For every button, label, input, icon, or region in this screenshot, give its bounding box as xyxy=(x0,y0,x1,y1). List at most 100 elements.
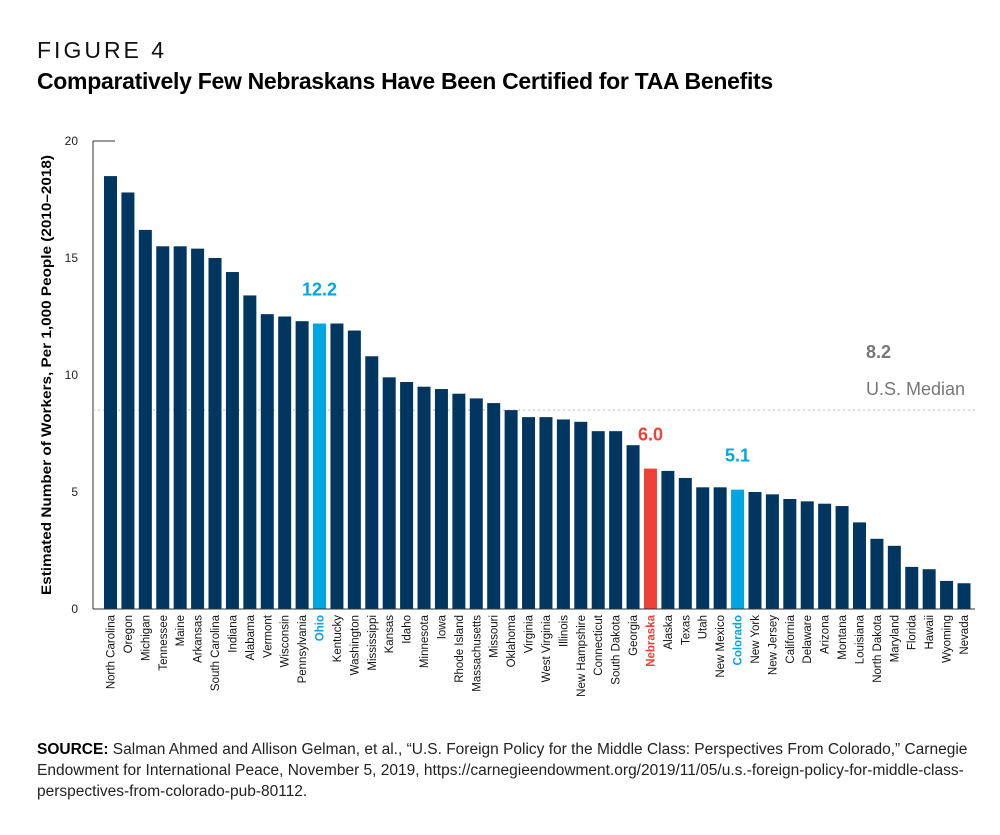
bar-oregon xyxy=(121,192,135,610)
x-tick-label: Florida xyxy=(907,614,919,650)
x-tick-label: Wyoming xyxy=(942,615,954,663)
x-tick-label: Kentucky xyxy=(332,615,344,663)
x-tick-label: Hawaii xyxy=(924,615,936,650)
x-tick-label: Arkansas xyxy=(193,615,205,663)
x-tick-label: Kansas xyxy=(384,615,396,654)
bar-louisiana xyxy=(852,522,866,609)
chart-title: Comparatively Few Nebraskans Have Been C… xyxy=(37,68,773,94)
x-tick-label: Maine xyxy=(175,615,187,646)
x-tick-label: North Carolina xyxy=(106,614,118,689)
bar-utah xyxy=(696,487,710,609)
x-tick-label: Wisconsin xyxy=(280,615,292,667)
x-tick-label: South Carolina xyxy=(210,614,222,691)
bar-indiana xyxy=(225,272,239,609)
x-tick-label: Idaho xyxy=(402,615,414,644)
bar-montana xyxy=(835,506,849,609)
bar-new-jersey xyxy=(765,494,779,609)
x-tick-label: South Dakota xyxy=(611,614,623,684)
bar-ohio xyxy=(313,323,327,609)
figure-label: FIGURE 4 xyxy=(37,37,168,63)
source-label: SOURCE: xyxy=(37,741,109,758)
bar-arizona xyxy=(818,503,832,609)
x-tick-label: Iowa xyxy=(436,614,448,639)
bar-delaware xyxy=(800,501,814,609)
bar-connecticut xyxy=(591,431,605,609)
x-tick-label: Oklahoma xyxy=(506,614,518,667)
x-tick-label: Georgia xyxy=(628,614,640,656)
y-axis-label: Estimated Number of Workers, Per 1,000 P… xyxy=(39,155,54,595)
bar-iowa xyxy=(434,389,448,609)
bar-hawaii xyxy=(922,569,936,609)
data-label-nebraska: 6.0 xyxy=(638,425,663,445)
x-tick-label: Oregon xyxy=(123,615,135,653)
x-tick-label: Missouri xyxy=(489,615,501,658)
source-note: SOURCE: Salman Ahmed and Allison Gelman,… xyxy=(37,739,977,802)
x-tick-label: Nevada xyxy=(959,614,971,654)
x-tick-label: Illinois xyxy=(558,615,570,647)
x-tick-label: Connecticut xyxy=(593,614,605,676)
bar-virginia xyxy=(522,417,536,609)
data-label-ohio: 12.2 xyxy=(302,280,337,300)
bar-vermont xyxy=(260,314,274,609)
y-tick-label: 0 xyxy=(71,602,78,616)
bar-oklahoma xyxy=(504,410,518,609)
x-tick-label: Washington xyxy=(349,615,361,675)
x-tick-label: California xyxy=(785,614,797,663)
bar-wyoming xyxy=(940,580,954,609)
bar-pennsylvania xyxy=(295,321,309,609)
bar-minnesota xyxy=(417,386,431,609)
x-tick-label: Alaska xyxy=(663,614,675,649)
bar-new-york xyxy=(748,492,762,609)
bar-kansas xyxy=(382,377,396,609)
bar-new-hampshire xyxy=(574,421,588,609)
y-tick-label: 15 xyxy=(65,251,79,265)
y-tick-label: 5 xyxy=(71,485,78,499)
bar-idaho xyxy=(400,382,414,609)
bar-north-dakota xyxy=(870,538,884,609)
bar-rhode-island xyxy=(452,393,466,609)
bar-maine xyxy=(173,246,187,610)
x-tick-label: Ohio xyxy=(315,615,327,641)
bar-west-virginia xyxy=(539,417,553,609)
x-tick-label: West Virginia xyxy=(541,614,553,682)
bar-florida xyxy=(905,566,919,609)
bar-alabama xyxy=(243,295,257,609)
bar-new-mexico xyxy=(713,487,727,609)
x-tick-label: Rhode Island xyxy=(454,615,466,683)
bar-washington xyxy=(347,330,361,609)
bar-michigan xyxy=(138,229,152,610)
x-tick-label: Louisiana xyxy=(854,614,866,664)
x-tick-label: Utah xyxy=(698,615,710,639)
x-tick-label: Vermont xyxy=(262,614,274,658)
x-tick-label: Maryland xyxy=(889,615,901,662)
y-tick-label: 10 xyxy=(65,368,79,382)
bar-north-carolina xyxy=(104,176,117,609)
x-tick-label: Michigan xyxy=(140,615,152,661)
median-value-label: 8.2 xyxy=(866,342,891,362)
bar-south-carolina xyxy=(208,258,222,609)
x-tick-label: New York xyxy=(750,615,762,664)
bar-tennessee xyxy=(156,246,170,610)
x-tick-label: Colorado xyxy=(733,615,745,665)
bar-maryland xyxy=(887,545,901,609)
x-tick-label: Minnesota xyxy=(419,614,431,668)
x-tick-label: Pennsylvania xyxy=(297,614,309,683)
bar-california xyxy=(783,499,797,609)
bar-illinois xyxy=(556,419,570,609)
y-tick-label: 20 xyxy=(65,134,79,148)
x-tick-label: New Mexico xyxy=(715,615,727,678)
x-tick-label: Alabama xyxy=(245,614,257,660)
x-tick-label: Mississippi xyxy=(367,615,379,671)
bar-mississippi xyxy=(365,356,379,609)
bar-colorado xyxy=(731,489,745,609)
median-label: U.S. Median xyxy=(866,379,965,399)
bar-wisconsin xyxy=(278,316,292,609)
x-tick-label: Delaware xyxy=(802,615,814,664)
source-text: Salman Ahmed and Allison Gelman, et al.,… xyxy=(37,741,968,800)
bar-kentucky xyxy=(330,323,344,609)
x-tick-label: Indiana xyxy=(227,614,239,652)
bar-south-dakota xyxy=(609,431,623,609)
x-tick-label: Texas xyxy=(680,615,692,645)
bar-georgia xyxy=(626,445,640,609)
